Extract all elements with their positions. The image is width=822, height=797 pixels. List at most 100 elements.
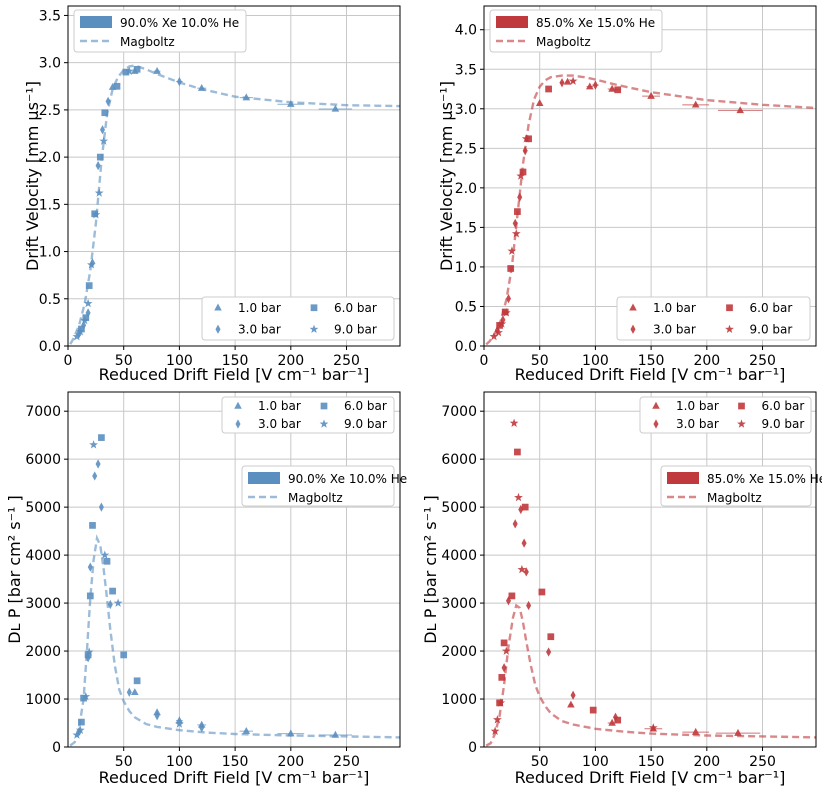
y-tick-label: 3000 [441,596,477,612]
data-point-triangle [734,728,742,736]
data-point-triangle [242,93,251,101]
y-tick-label: 5000 [25,500,61,516]
legend-pressure-label: 3.0 bar [258,417,301,431]
data-point-star [509,418,519,427]
plot-area [68,6,400,346]
y-tick-label: 1000 [25,692,61,708]
x-tick-label: 250 [749,353,776,369]
data-point-diamond [517,192,523,202]
data-point-star [490,726,500,735]
data-point-square [507,265,515,272]
legend-swatch-box [496,16,528,28]
x-tick-label: 100 [582,754,609,770]
x-tick-label: 150 [222,353,249,369]
legend-marker-star [309,324,319,333]
x-tick-label: 100 [166,353,193,369]
data-point-square [113,82,121,90]
data-point-diamond [126,687,132,697]
series-6-0-bar [496,448,622,724]
data-point-square [89,522,96,529]
data-point-square [514,208,521,215]
x-tick-label: 50 [115,754,133,770]
plot-area [68,392,400,747]
series-9-0-bar [72,66,134,341]
data-point-square [614,86,622,94]
axes-frame [483,391,817,748]
y-tick-label: 4000 [25,548,61,564]
data-point-triangle [691,727,700,735]
legend-marker-diamond [630,324,636,334]
data-point-square [521,503,529,511]
data-point-square [508,592,516,600]
legend-mixture-label: 90.0% Xe 10.0% He [288,472,407,486]
legend-marker-square [726,304,733,312]
legend-main: 90.0% Xe 10.0% He Magboltz [73,9,247,53]
legend-magboltz-label: Magboltz [536,35,591,49]
x-tick-label: 0 [64,353,73,369]
data-point-square [514,448,521,456]
y-tick-label: 2.0 [455,181,477,197]
data-point-diamond [526,600,532,611]
x-tick-label: 250 [333,353,360,369]
legend-marker-triangle [629,303,637,311]
legend-pressure-label: 1.0 bar [676,399,719,413]
data-point-diamond [522,146,528,156]
data-point-triangle [287,729,295,737]
legend-pressure-frame [616,296,811,341]
legend-pressure-frame [639,396,812,434]
data-point-diamond [518,504,524,515]
x-tick-label: 50 [531,353,549,369]
legend-swatch-box [248,472,280,484]
data-point-star [91,210,101,219]
data-point-diamond [592,80,598,90]
legend-pressure-label: 3.0 bar [238,322,281,336]
y-tick-label: 7000 [441,404,477,420]
y-tick-label: 6000 [441,452,477,468]
data-point-diamond [92,471,98,481]
x-axis-title: Reduced Drift Field [V cm⁻¹ bar⁻¹] [515,365,786,384]
series-3-0-bar [501,504,619,722]
legend-pressure-label: 3.0 bar [676,417,719,431]
data-point-star [648,723,658,732]
y-tick-label: 1000 [441,692,477,708]
y-tick-label: 2.0 [39,150,61,166]
series-6-0-bar [496,85,622,329]
y-axis-title: Dʟ P [bar cm² s⁻¹ ] [5,495,24,644]
series-6-0-bar [78,434,141,726]
legend-pressure-label: 6.0 bar [750,301,793,315]
legend-main: 85.0% Xe 15.0% He Magboltz [489,9,663,53]
data-point-diamond [176,76,182,87]
data-point-diamond [154,711,160,721]
y-tick-label: 4.0 [455,23,477,39]
legend-pressure-label: 1.0 bar [258,399,301,413]
legend-pressure: 1.0 bar 3.0 bar 6.0 bar 9.0 bar [616,296,811,341]
data-point-star [516,171,526,180]
legend-pressure-label: 3.0 bar [653,322,696,336]
x-tick-label: 200 [277,353,304,369]
x-axis-title: Reduced Drift Field [V cm⁻¹ bar⁻¹] [99,768,370,787]
legend-marker-square [738,402,745,410]
x-tick-label: 50 [531,754,549,770]
data-point-square [96,153,104,161]
data-point-star [175,719,184,728]
data-point-star [501,308,511,317]
legend-pressure-label: 6.0 bar [334,301,377,315]
data-point-star [75,327,85,336]
legend-marker-diamond [653,419,659,429]
data-point-star [80,315,90,325]
legend-pressure: 1.0 bar 3.0 bar 6.0 bar 9.0 bar [201,296,395,341]
data-point-star [568,76,578,85]
plot-area [484,6,816,346]
data-point-triangle [563,77,572,85]
y-tick-label: 7000 [25,404,61,420]
data-point-star [497,319,507,328]
data-point-star [501,646,511,655]
data-point-star [521,134,531,143]
x-tick-label: 200 [277,754,304,770]
y-tick-label: 0 [468,740,477,756]
y-tick-label: 1.0 [39,245,61,261]
series-9-0-bar [490,418,658,735]
data-point-star [124,66,134,75]
y-tick-label: 3.5 [455,62,477,78]
